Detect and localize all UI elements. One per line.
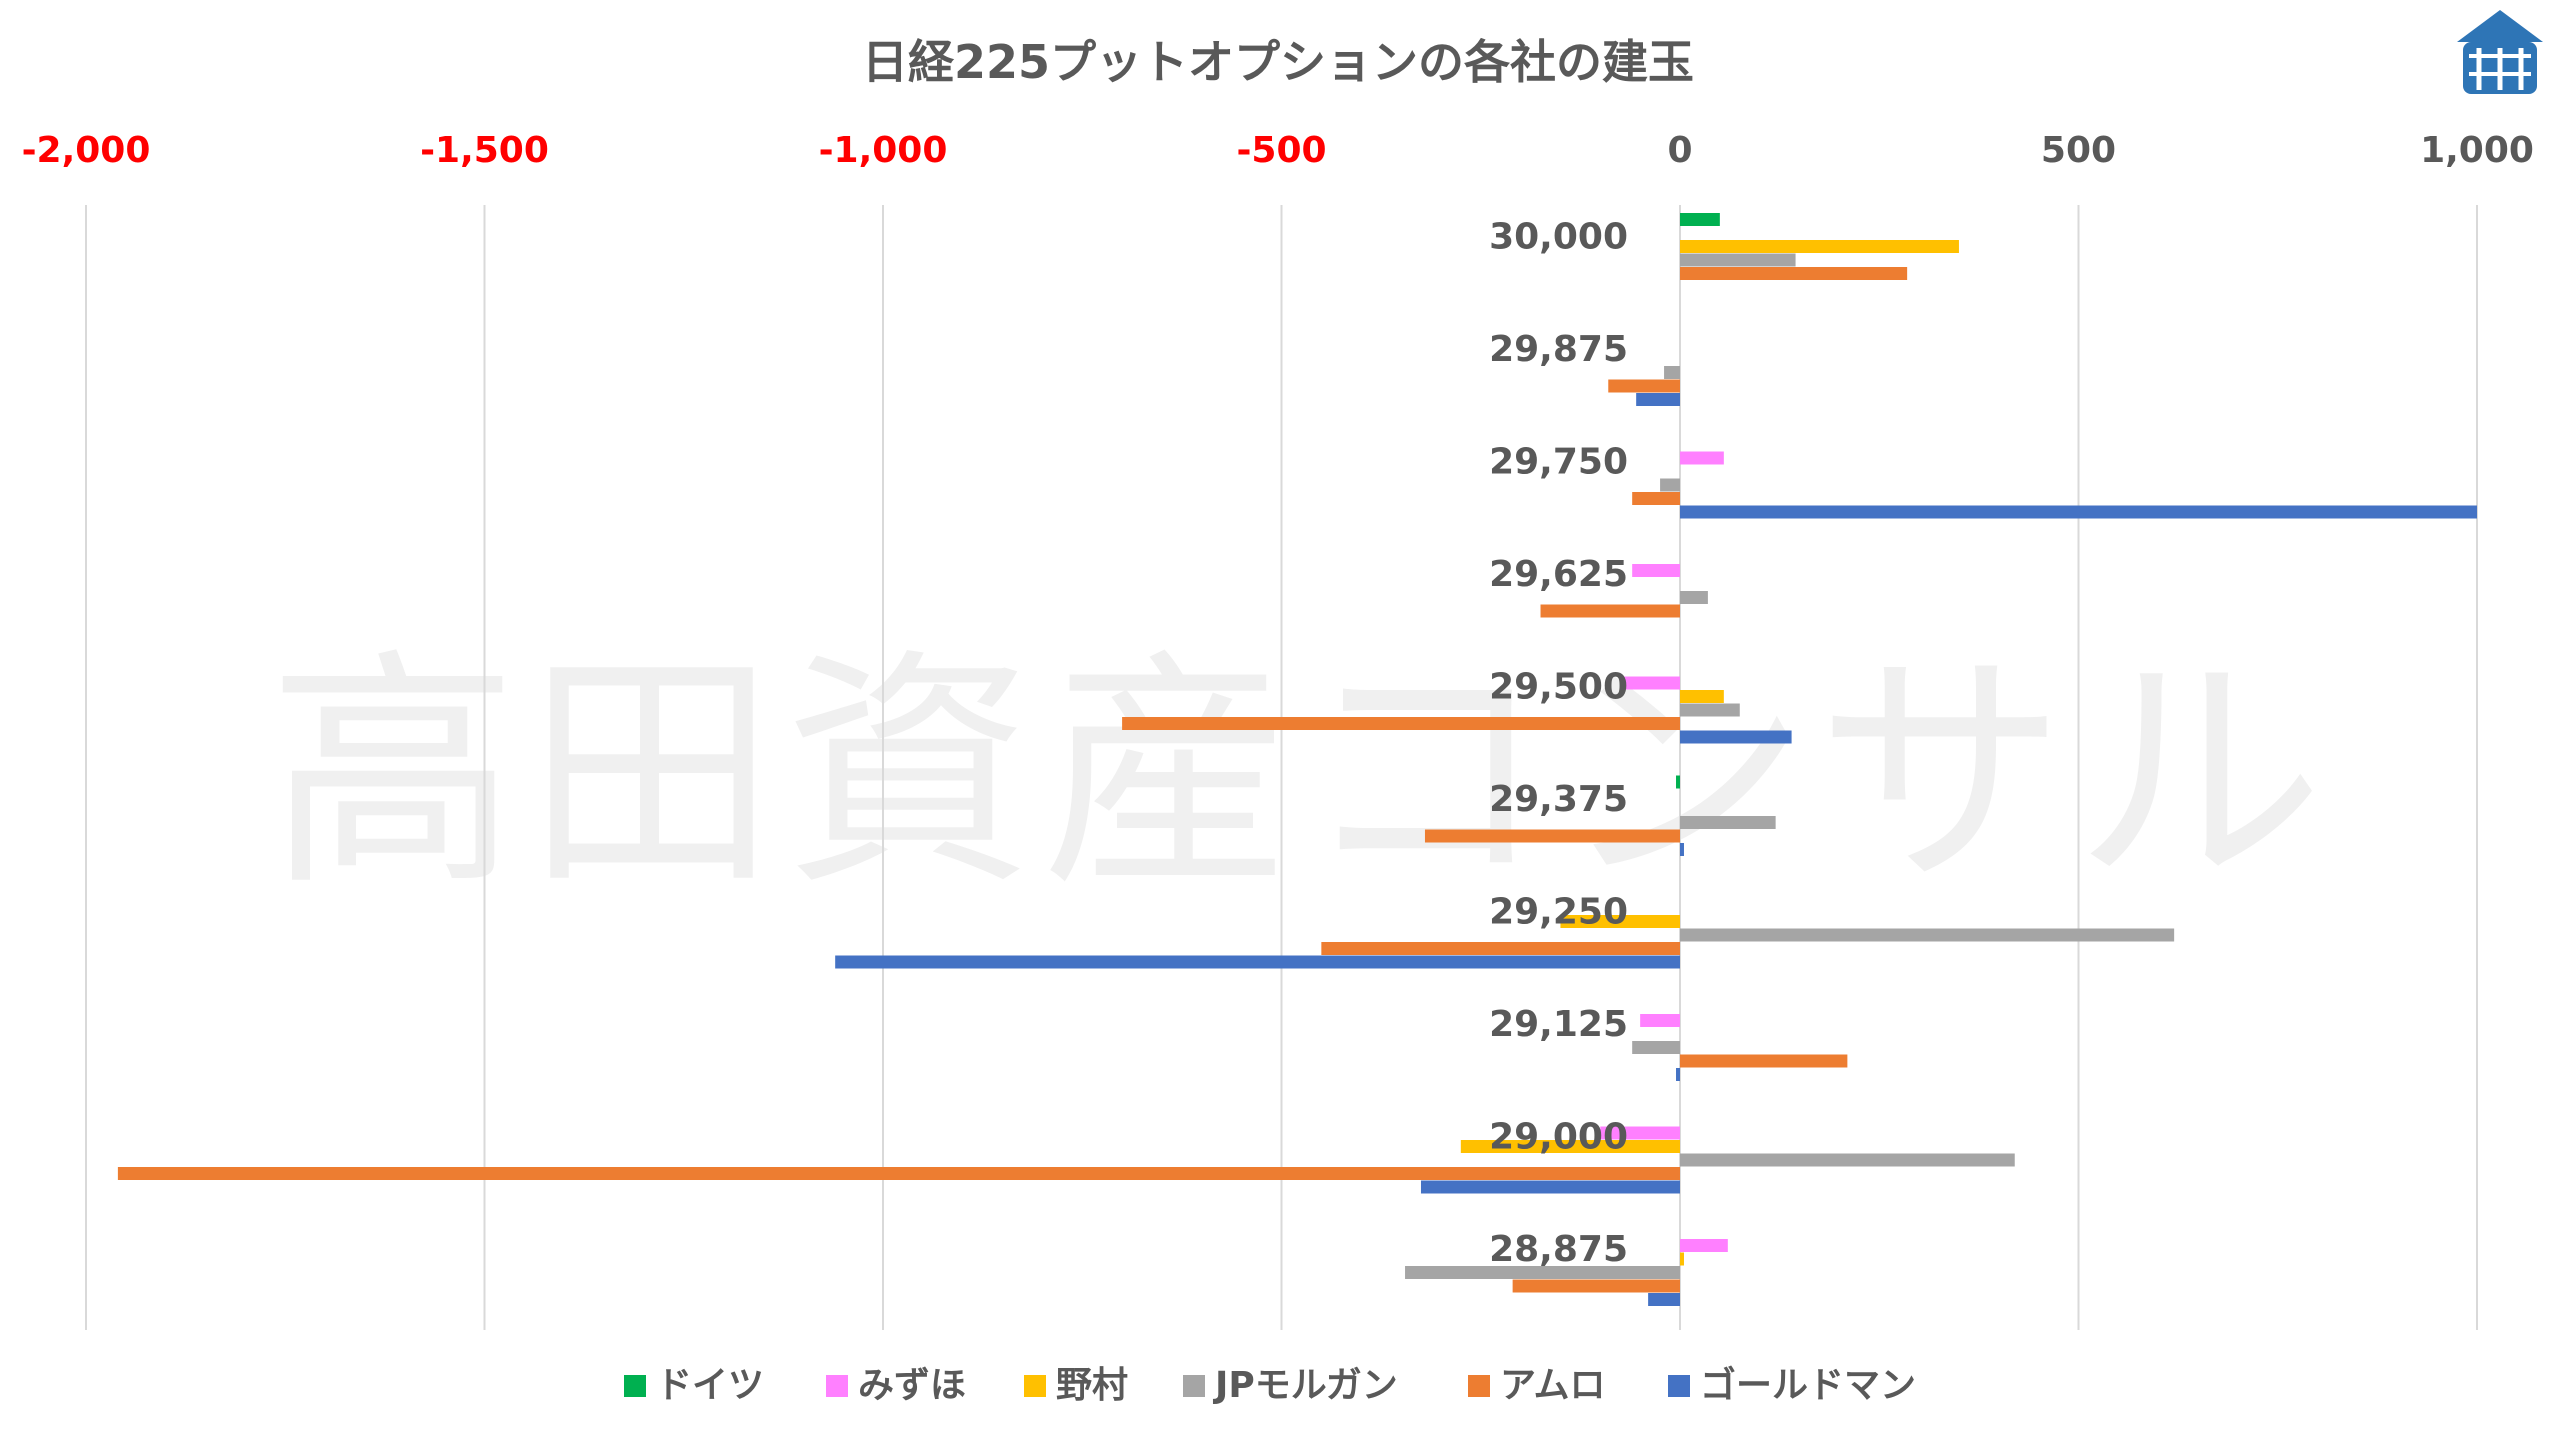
bar-みずほ (1632, 564, 1680, 577)
bar-アムロ (117, 1167, 1680, 1180)
logo-icon (2457, 10, 2543, 94)
bar-みずほ (1600, 1126, 1680, 1140)
bar-JPモルガン (1660, 478, 1680, 492)
bar-アムロ (1632, 492, 1680, 505)
legend-label: JPモルガン (1212, 1365, 1398, 1406)
watermark: 高田資産コンサル (268, 628, 2332, 919)
x-tick-label: -2,000 (22, 130, 151, 171)
bar-みずほ (1680, 1239, 1728, 1252)
bar-みずほ (1680, 451, 1724, 465)
bar-ゴールドマン (1636, 393, 1680, 406)
category-label: 28,875 (1489, 1229, 1628, 1270)
bar-アムロ (1540, 604, 1680, 618)
bar-アムロ (1321, 942, 1680, 955)
legend-label: ゴールドマン (1700, 1364, 1916, 1406)
legend-label: ドイツ (656, 1365, 764, 1406)
bar-JPモルガン (1680, 703, 1740, 717)
bar-野村 (1560, 915, 1680, 928)
bar-アムロ (1608, 379, 1680, 393)
category-label: 29,125 (1489, 1004, 1628, 1045)
x-tick-label: 500 (2041, 130, 2116, 171)
category-labels: 30,000 29,875 29,750 29,625 29,500 29,375 29,2… (1489, 216, 1628, 1270)
category-label: 29,000 (1489, 1116, 1628, 1157)
bar-ゴールドマン (1676, 1068, 1680, 1081)
bar-アムロ (1512, 1279, 1680, 1293)
legend-swatch (826, 1375, 848, 1397)
category-label: 29,875 (1489, 329, 1628, 370)
bar-アムロ (1424, 829, 1680, 843)
bar-みずほ (1620, 676, 1680, 690)
bar-JPモルガン (1680, 253, 1796, 267)
category-label: 29,250 (1489, 891, 1628, 932)
bar-ゴールドマン (835, 955, 1680, 969)
bar-ドイツ (1680, 213, 1720, 226)
legend-swatch (1183, 1375, 1205, 1397)
bar-ゴールドマン (1680, 505, 2477, 519)
bar-アムロ (1122, 717, 1680, 730)
bar-JPモルガン (1632, 1041, 1680, 1054)
bar-アムロ (1680, 267, 1908, 280)
bar-ドイツ (1676, 775, 1680, 789)
bar-JPモルガン (1680, 1153, 2015, 1167)
bar-JPモルガン (1680, 816, 1776, 829)
bar-アムロ (1680, 1054, 1848, 1068)
bar-野村 (1680, 1252, 1684, 1266)
category-label: 29,375 (1489, 779, 1628, 820)
chart-title: 日経225プットオプションの各社の建玉 (862, 35, 1694, 89)
bar-JPモルガン (1664, 366, 1680, 379)
bar-ゴールドマン (1420, 1180, 1680, 1194)
bar-ゴールドマン (1680, 843, 1684, 856)
bars-layer (117, 213, 2477, 1306)
legend: ドイツ みずほ 野村 JPモルガン アムロ ゴールドマン (624, 1364, 1916, 1406)
x-tick-label: 1,000 (2420, 130, 2534, 171)
x-tick-label: -1,500 (420, 130, 549, 171)
category-label: 29,500 (1489, 666, 1628, 707)
bar-みずほ (1640, 1014, 1680, 1027)
x-tick-label: -500 (1236, 130, 1326, 171)
legend-swatch (1668, 1375, 1690, 1397)
bar-野村 (1680, 240, 1959, 253)
legend-label: みずほ (858, 1365, 966, 1406)
bar-野村 (1680, 690, 1724, 703)
category-label: 30,000 (1489, 216, 1628, 257)
category-label: 29,625 (1489, 554, 1628, 595)
category-label: 29,750 (1489, 441, 1628, 482)
bar-JPモルガン (1680, 928, 2175, 942)
legend-swatch (624, 1375, 646, 1397)
x-tick-labels: -2,000 -1,500 -1,000 -500 0 500 1,000 (22, 130, 2534, 171)
bar-JPモルガン (1680, 591, 1708, 604)
legend-label: 野村 (1056, 1365, 1128, 1406)
bar-JPモルガン (1405, 1266, 1680, 1279)
x-tick-label: 0 (1667, 130, 1692, 171)
x-tick-label: -1,000 (819, 130, 948, 171)
bar-野村 (1460, 1140, 1680, 1153)
bar-ゴールドマン (1680, 730, 1792, 744)
bar-ゴールドマン (1648, 1293, 1680, 1306)
legend-swatch (1468, 1375, 1490, 1397)
legend-swatch (1024, 1375, 1046, 1397)
legend-label: アムロ (1500, 1365, 1605, 1406)
